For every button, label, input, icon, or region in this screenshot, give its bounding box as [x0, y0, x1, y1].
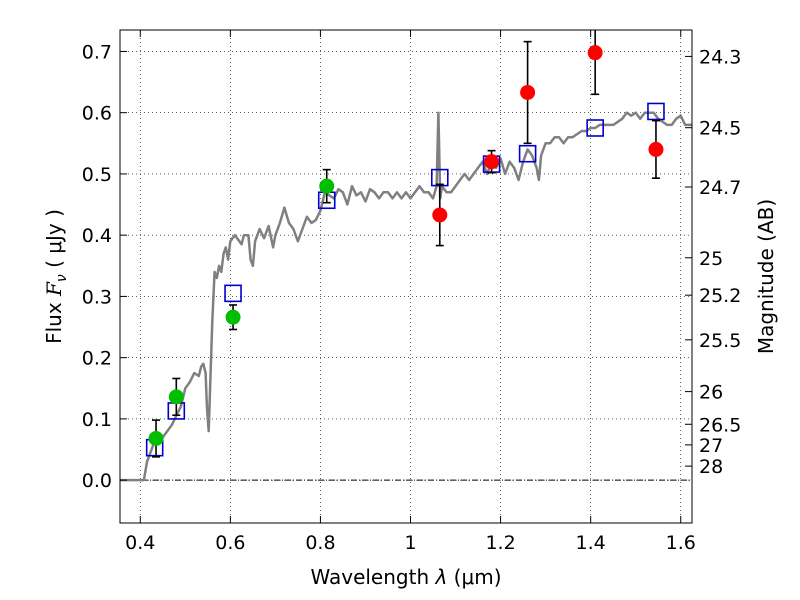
right-axis-label: Magnitude (AB) [754, 199, 778, 354]
right-tick-label: 26 [699, 382, 723, 404]
right-tick-label: 28 [699, 456, 723, 478]
y-axis-label-pre: Flux [42, 296, 66, 344]
right-tick-label: 25.5 [699, 330, 741, 352]
x-tick-label: 0.8 [305, 532, 335, 554]
y-tick-label: 0.6 [82, 103, 112, 125]
observed-flux-point [520, 84, 536, 100]
y-tick-label: 0.7 [82, 41, 112, 63]
right-tick-label: 24.7 [699, 177, 741, 199]
y-axis-label: Flux Fν ( μJy ) [42, 209, 70, 344]
model-spectrum [120, 111, 692, 482]
x-tick-label: 1.4 [576, 532, 606, 554]
x-axis-label-post: (μm) [447, 565, 501, 589]
observed-flux-point [168, 389, 184, 405]
x-tick-label: 1 [404, 532, 416, 554]
model-photometry-square [224, 284, 242, 303]
grid-layer [120, 30, 692, 523]
observed-flux-point [484, 154, 500, 170]
x-tick-label: 1.2 [485, 532, 515, 554]
x-axis-label: Wavelength λ (μm) [310, 565, 501, 589]
x-tick-label: 1.6 [666, 532, 696, 554]
axis-ticks: 0.4 0.6 0.8 1 1.2 1.4 1.6 0.0 0.1 0.2 0.3 0.4 0.5 0.6… [82, 30, 741, 554]
y-axis-label-nu: ν [54, 274, 70, 282]
y-tick-label: 0.2 [82, 348, 112, 370]
observed-flux-point [587, 45, 603, 61]
y-tick-label: 0.4 [82, 225, 112, 247]
y-tick-label: 0.5 [82, 164, 112, 186]
y-tick-label: 0.3 [82, 286, 112, 308]
right-tick-label: 24.5 [699, 118, 741, 140]
model-spectrum-line [120, 111, 692, 482]
right-tick-label: 27 [699, 435, 723, 457]
observed-flux-point [148, 430, 164, 446]
x-tick-label: 0.6 [215, 532, 245, 554]
plot-frame [119, 29, 693, 524]
observed-flux-point [432, 207, 448, 223]
data-points [145, 30, 665, 458]
y-axis-label-post: ( μJy ) [42, 209, 66, 274]
y-axis-label-F: F [42, 281, 66, 297]
observed-flux-point [319, 178, 335, 194]
model-photometry-square [518, 144, 537, 163]
right-tick-label: 26.5 [699, 414, 741, 436]
x-axis-label-lambda: λ [434, 565, 447, 589]
observed-flux-point [225, 309, 241, 325]
right-tick-label: 25 [699, 248, 723, 270]
right-tick-label: 25.2 [699, 285, 741, 307]
right-tick-label: 24.3 [699, 46, 741, 68]
x-axis-label-pre: Wavelength [310, 565, 435, 589]
observed-flux-point [648, 141, 664, 157]
y-tick-label: 0.0 [82, 470, 112, 492]
model-photometry-square [647, 102, 665, 121]
y-tick-label: 0.1 [82, 409, 112, 431]
x-tick-label: 0.4 [125, 532, 155, 554]
model-photometry-square [586, 119, 604, 137]
